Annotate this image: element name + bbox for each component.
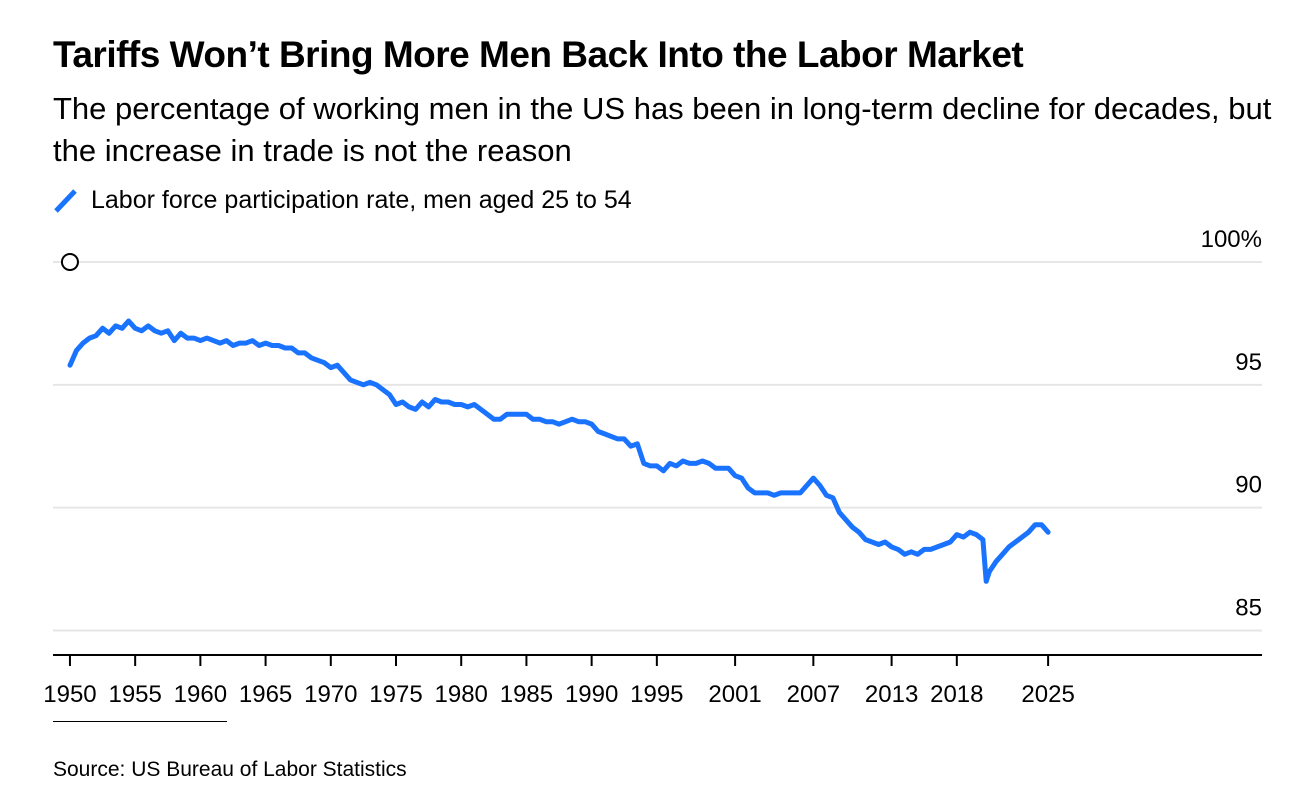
x-tick-label: 2018 — [930, 681, 983, 708]
source-divider — [53, 721, 227, 722]
x-tick-label: 2007 — [787, 681, 840, 708]
x-tick-label: 1975 — [369, 681, 422, 708]
x-tick-label: 1955 — [108, 681, 161, 708]
x-tick-label: 1970 — [304, 681, 357, 708]
chart-subtitle: The percentage of working men in the US … — [53, 91, 1272, 168]
gridlines — [53, 261, 1262, 632]
x-tick-label: 1965 — [239, 681, 292, 708]
chart-legend: Labor force participation rate, men aged… — [53, 186, 632, 215]
legend-line-icon — [54, 188, 77, 213]
x-axis: 1950 1955 1960 1965 1970 1975 1980 1985 1990 1995… — [43, 654, 1262, 708]
y-axis-ticks: 100% 95 90 85 — [1201, 226, 1262, 621]
series-lines — [67, 318, 1051, 584]
source-note: Source: US Bureau of Labor Statistics — [53, 758, 407, 781]
series-line — [67, 318, 1051, 584]
chart-title: Tariffs Won’t Bring More Men Back Into t… — [53, 34, 1024, 75]
y-tick-label: 90 — [1235, 472, 1262, 499]
y-tick-label: 95 — [1235, 349, 1262, 376]
x-tick-label: 1995 — [630, 681, 683, 708]
x-tick-label: 1985 — [500, 681, 553, 708]
x-tick-label: 1960 — [174, 681, 227, 708]
markers — [60, 253, 79, 271]
x-tick-label: 2025 — [1021, 681, 1074, 708]
y-tick-label: 85 — [1235, 594, 1262, 621]
x-tick-label: 2001 — [708, 681, 761, 708]
legend-label: Labor force participation rate, men aged… — [91, 186, 632, 214]
x-tick-label: 1950 — [43, 681, 96, 708]
x-tick-label: 1980 — [435, 681, 488, 708]
origin-marker — [60, 253, 79, 271]
x-tick-label: 2013 — [865, 681, 918, 708]
x-tick-label: 1990 — [565, 681, 618, 708]
y-tick-label: 100% — [1201, 226, 1262, 253]
